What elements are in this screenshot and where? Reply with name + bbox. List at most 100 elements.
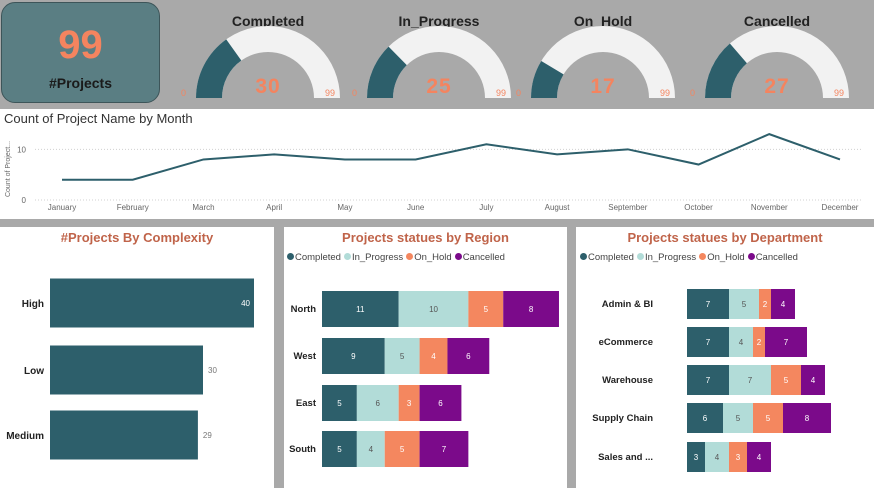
department-chart-plot: Admin & BI 7 5 2 4 eCommerce 7 4 2 7 Warehouse 7 7 5 4… [592, 289, 831, 472]
region-chart-plot: North 11 10 5 8 West 9 5 4 6 East 5 6 3 6 South 5 4 5 7 [289, 291, 559, 467]
gauge-max: 99 [660, 88, 671, 98]
bar [50, 410, 198, 460]
data-label: 40 [241, 299, 250, 308]
gauge-arc [196, 26, 340, 98]
data-label: 6 [438, 399, 443, 408]
complexity-chart-plot: High 40 Low 30 Medium 29 [6, 278, 254, 460]
gauge-title: On_Hold [573, 13, 633, 29]
x-tick-label: June [407, 203, 425, 212]
data-label: 30 [208, 366, 217, 375]
bar-segment [801, 365, 825, 395]
data-label: 6 [466, 352, 471, 361]
gauge-on-hold[interactable]: On_Hold 17 0 99 [516, 0, 688, 105]
x-tick-label: November [751, 203, 788, 212]
complexity-chart-panel[interactable]: #Projects By Complexity High 40 Low 30 Mediu… [0, 227, 274, 488]
legend-label: In_Progress [644, 252, 697, 263]
bar-segment [322, 431, 357, 467]
legend-item-on-hold[interactable]: On_Hold [699, 252, 745, 263]
legend-dot [699, 252, 707, 260]
data-label: 5 [766, 414, 771, 423]
bar-segment [729, 327, 753, 357]
gauge-max: 99 [834, 88, 845, 98]
bar-segment [398, 385, 420, 421]
data-label: 7 [706, 300, 711, 309]
bar-segment [723, 403, 753, 433]
bar-segment [729, 365, 771, 395]
bar-segment [322, 291, 399, 327]
gauge-cancelled[interactable]: Cancelled 27 0 99 [690, 0, 862, 105]
bar-segment [447, 338, 490, 374]
monthly-projects-line-chart[interactable]: Count of Project Name by Month 0 10 Count … [0, 109, 874, 219]
data-label: 7 [442, 445, 447, 454]
bar-segment [729, 289, 759, 319]
data-label: 8 [805, 414, 810, 423]
y-axis-label: Count of Project... [5, 141, 12, 197]
legend-item-cancelled[interactable]: Cancelled [454, 252, 505, 263]
data-label: 29 [203, 431, 212, 440]
line-chart-plot: 0 10 Count of Project... January February Mar… [5, 133, 862, 212]
category-label: North [291, 304, 317, 315]
gauge-completed[interactable]: Completed 30 0 99 [181, 0, 353, 105]
legend-item-on-hold[interactable]: On_Hold [406, 252, 452, 263]
gauge-arc [531, 26, 675, 98]
legend-item-completed[interactable]: Completed [287, 252, 341, 263]
data-label: 5 [337, 399, 342, 408]
region-chart-title: Projects statues by Region [342, 230, 509, 245]
legend-label: Cancelled [755, 252, 798, 263]
bar-segment [419, 338, 448, 374]
bar-segment [753, 403, 783, 433]
legend-dot [343, 252, 351, 260]
data-label: 4 [757, 453, 762, 462]
x-tick-label: May [337, 203, 352, 212]
gauge-track [367, 26, 511, 98]
bar-segment [322, 385, 357, 421]
x-tick-label: January [48, 203, 76, 212]
gauge-fill [196, 39, 242, 98]
y-tick-label: 10 [17, 145, 26, 154]
data-label: 6 [376, 399, 381, 408]
category-label: Warehouse [602, 375, 653, 386]
gauge-track [705, 26, 849, 98]
gauge-arc [367, 26, 511, 98]
legend-item-in-progress[interactable]: In_Progress [636, 252, 697, 263]
bar-segment [687, 365, 729, 395]
region-chart-panel[interactable]: Projects statues by Region Completed In_P… [284, 227, 567, 488]
gauge-min: 0 [690, 88, 696, 98]
data-label: 5 [484, 305, 489, 314]
total-projects-card[interactable]: 99 #Projects [1, 2, 160, 103]
legend-dot [580, 252, 587, 260]
data-label: 2 [763, 300, 768, 309]
x-tick-label: March [192, 203, 214, 212]
gauge-fill [705, 43, 747, 98]
gauge-in-progress[interactable]: In_Progress 25 0 99 [352, 0, 524, 105]
gauge-track [531, 26, 675, 98]
line-chart-title: Count of Project Name by Month [4, 111, 193, 126]
department-chart-legend: Completed In_Progress On_Hold Cancelled [580, 252, 801, 263]
complexity-chart-title: #Projects By Complexity [60, 230, 214, 245]
legend-dot [454, 252, 462, 260]
department-chart-panel[interactable]: Projects statues by Department Completed… [576, 227, 874, 488]
data-label: 7 [706, 376, 711, 385]
bar-segment [322, 338, 385, 374]
gauge-value: 30 [255, 75, 281, 98]
data-label: 5 [337, 445, 342, 454]
data-label: 7 [748, 376, 753, 385]
bar-segment [687, 327, 729, 357]
data-label: 7 [706, 338, 711, 347]
legend-item-in-progress[interactable]: In_Progress [343, 252, 403, 263]
legend-item-cancelled[interactable]: Cancelled [747, 252, 798, 263]
bar-segment [687, 403, 723, 433]
gauge-min: 0 [181, 88, 187, 98]
legend-item-completed[interactable]: Completed [580, 252, 634, 263]
category-label: Admin & BI [602, 299, 653, 310]
bar-segment [753, 327, 765, 357]
series-line-count [62, 133, 841, 181]
gauge-track [196, 26, 340, 98]
category-label: Sales and ... [598, 452, 653, 463]
bar-segment [765, 327, 807, 357]
gauge-min: 0 [352, 88, 358, 98]
data-label: 5 [400, 352, 405, 361]
region-chart-legend: Completed In_Progress On_Hold Cancelled [287, 252, 508, 263]
category-label: West [293, 351, 316, 362]
data-label: 5 [784, 376, 789, 385]
